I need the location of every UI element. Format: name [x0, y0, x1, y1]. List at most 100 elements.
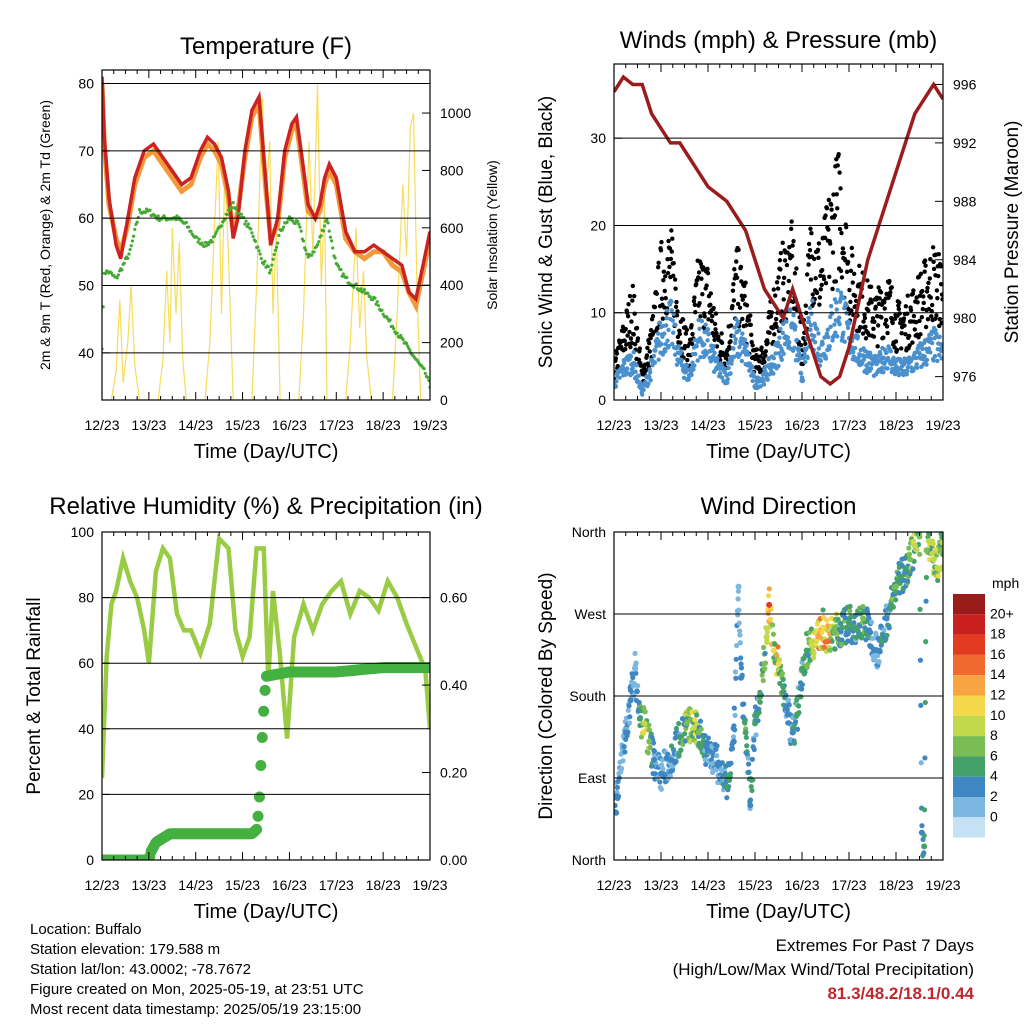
direction-point	[884, 632, 890, 638]
gust-point	[685, 357, 690, 363]
direction-point	[614, 802, 618, 809]
gust-point	[689, 341, 695, 346]
dewpoint-point	[215, 229, 219, 233]
gust-point	[861, 319, 866, 324]
wind-point	[663, 323, 669, 328]
gust-point	[749, 332, 754, 337]
direction-point	[917, 657, 924, 663]
wind-point	[665, 338, 670, 343]
gust-point	[773, 293, 778, 298]
recent-text: Most recent data timestamp: 2025/05/19 2…	[30, 1001, 362, 1018]
direction-point	[730, 738, 737, 745]
direction-point	[783, 692, 789, 698]
dewpoint-point	[246, 222, 251, 226]
direction-point	[921, 807, 928, 813]
direction-point	[735, 588, 742, 594]
y2-tick-label: 600	[440, 220, 464, 236]
dewpoint-point	[423, 371, 427, 375]
gust-point	[910, 340, 915, 345]
direction-point	[737, 632, 743, 638]
gust-point	[807, 247, 813, 253]
gust-point	[820, 267, 825, 273]
direction-point	[735, 612, 741, 618]
wind-point	[937, 334, 942, 339]
gust-point	[634, 325, 640, 331]
gust-point	[813, 276, 818, 281]
wind-point	[810, 298, 815, 303]
direction-point	[851, 620, 857, 626]
legend-swatch	[953, 797, 985, 818]
direction-point	[756, 709, 762, 716]
gust-point	[862, 312, 867, 317]
precip-point	[252, 810, 264, 822]
wind-point	[793, 324, 798, 329]
x-axis-label: Time (Day/UTC)	[706, 901, 851, 923]
gust-point	[777, 258, 783, 263]
wind-point	[808, 323, 814, 328]
wind-point	[891, 355, 896, 361]
direction-point	[650, 756, 657, 763]
gust-point	[889, 285, 894, 290]
dewpoint-point	[250, 231, 254, 235]
direction-point	[829, 638, 835, 644]
gust-point	[923, 263, 928, 268]
direction-point	[646, 738, 653, 745]
direction-point	[914, 547, 920, 553]
direction-point	[907, 556, 914, 563]
wind-point	[664, 315, 669, 321]
dewpoint-point	[143, 210, 147, 215]
wind-point	[666, 343, 672, 349]
gust-point	[845, 259, 851, 265]
gust-point	[940, 297, 943, 302]
y-axis-label: Direction (Colored By Speed)	[536, 572, 557, 819]
direction-point	[673, 725, 680, 732]
wind-point	[742, 337, 748, 343]
wind-point	[641, 387, 646, 392]
y-tick-label: 80	[78, 590, 94, 606]
direction-point	[868, 619, 875, 625]
wind-point	[663, 342, 668, 347]
direction-point	[646, 727, 652, 733]
direction-point	[815, 633, 822, 640]
dewpoint-point	[197, 237, 201, 241]
dewpoint-point	[212, 234, 217, 238]
gust-point	[643, 367, 649, 373]
dewpoint-point	[366, 291, 370, 295]
wind-point	[780, 330, 785, 336]
dewpoint-point	[263, 259, 267, 263]
y2-tick-label: 976	[953, 369, 977, 385]
gust-point	[691, 298, 697, 304]
gust-point	[890, 320, 895, 326]
direction-point	[867, 629, 874, 636]
wind-point	[797, 356, 803, 361]
gust-point	[831, 192, 836, 197]
wind-point	[706, 331, 712, 337]
wind-point	[803, 359, 808, 365]
wind-point	[802, 351, 807, 356]
y-tick-label: 60	[78, 210, 94, 226]
wind-point	[940, 344, 943, 349]
dewpoint-point	[135, 220, 139, 224]
wind-point	[729, 361, 734, 366]
gust-point	[844, 269, 850, 275]
gust-point	[628, 336, 634, 341]
gust-point	[765, 340, 770, 345]
dewpoint-point	[404, 342, 409, 346]
gust-point	[898, 346, 904, 351]
gust-point	[671, 260, 676, 266]
direction-point	[819, 629, 825, 636]
gust-point	[614, 351, 620, 356]
direction-point	[762, 666, 768, 672]
gust-point	[661, 278, 666, 283]
y-tick-label: North	[572, 524, 606, 540]
dewpoint-point	[269, 268, 273, 272]
gust-point	[670, 236, 675, 241]
series-gust	[614, 151, 943, 384]
dewpoint-point	[195, 235, 199, 239]
gust-point	[768, 314, 774, 319]
dewpoint-point	[319, 234, 323, 238]
x-tick-label: 16/23	[272, 417, 307, 433]
direction-point	[757, 699, 763, 705]
wind-point	[718, 371, 723, 376]
wind-point	[905, 365, 910, 370]
